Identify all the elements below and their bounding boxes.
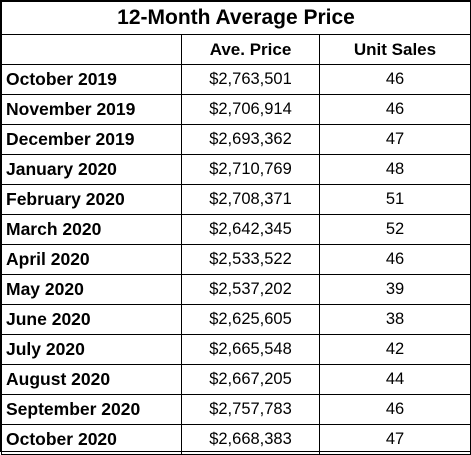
table-row: August 2020 $2,667,205 44 (1, 364, 471, 395)
unit-sales-cell: 47 (319, 124, 471, 155)
table-body: October 2019 $2,763,501 46 November 2019 $2,… (1, 64, 471, 455)
unit-sales-cell: 39 (319, 274, 471, 305)
table-row: February 2020 $2,708,371 51 (1, 184, 471, 215)
table-row: July 2020 $2,665,548 42 (1, 334, 471, 365)
month-cell: January 2020 (1, 154, 182, 185)
month-cell: October 2020 (1, 424, 182, 455)
unit-sales-cell: 46 (319, 94, 471, 125)
ave-price-cell: $2,763,501 (181, 64, 320, 95)
month-cell: November 2019 (1, 94, 182, 125)
table-row: October 2020 $2,668,383 47 (1, 424, 471, 455)
unit-sales-cell: 46 (319, 244, 471, 275)
month-cell: August 2020 (1, 364, 182, 395)
ave-price-cell: $2,533,522 (181, 244, 320, 275)
ave-price-cell: $2,625,605 (181, 304, 320, 335)
unit-sales-cell: 48 (319, 154, 471, 185)
header-unit-sales: Unit Sales (319, 34, 471, 65)
month-cell: March 2020 (1, 214, 182, 245)
ave-price-cell: $2,537,202 (181, 274, 320, 305)
table-row: November 2019 $2,706,914 46 (1, 94, 471, 125)
ave-price-cell: $2,710,769 (181, 154, 320, 185)
table-header-row: Ave. Price Unit Sales (1, 34, 471, 65)
table-title-row: 12-Month Average Price (1, 1, 471, 35)
unit-sales-cell: 47 (319, 424, 471, 455)
table-row: September 2020 $2,757,783 46 (1, 394, 471, 425)
header-month (1, 34, 182, 65)
unit-sales-cell: 51 (319, 184, 471, 215)
header-ave-price: Ave. Price (181, 34, 320, 65)
month-cell: April 2020 (1, 244, 182, 275)
unit-sales-cell: 44 (319, 364, 471, 395)
month-cell: July 2020 (1, 334, 182, 365)
table-title: 12-Month Average Price (1, 1, 471, 35)
table-row: June 2020 $2,625,605 38 (1, 304, 471, 335)
month-cell: February 2020 (1, 184, 182, 215)
ave-price-cell: $2,665,548 (181, 334, 320, 365)
unit-sales-cell: 42 (319, 334, 471, 365)
ave-price-cell: $2,668,383 (181, 424, 320, 455)
month-cell: December 2019 (1, 124, 182, 155)
table-row: December 2019 $2,693,362 47 (1, 124, 471, 155)
table-row: January 2020 $2,710,769 48 (1, 154, 471, 185)
ave-price-cell: $2,757,783 (181, 394, 320, 425)
month-cell: October 2019 (1, 64, 182, 95)
table-row: October 2019 $2,763,501 46 (1, 64, 471, 95)
unit-sales-cell: 46 (319, 64, 471, 95)
table-row: April 2020 $2,533,522 46 (1, 244, 471, 275)
month-cell: September 2020 (1, 394, 182, 425)
ave-price-cell: $2,667,205 (181, 364, 320, 395)
ave-price-cell: $2,642,345 (181, 214, 320, 245)
month-cell: June 2020 (1, 304, 182, 335)
unit-sales-cell: 52 (319, 214, 471, 245)
unit-sales-cell: 46 (319, 394, 471, 425)
ave-price-cell: $2,706,914 (181, 94, 320, 125)
ave-price-cell: $2,708,371 (181, 184, 320, 215)
table-row: March 2020 $2,642,345 52 (1, 214, 471, 245)
table-row: May 2020 $2,537,202 39 (1, 274, 471, 305)
month-cell: May 2020 (1, 274, 182, 305)
unit-sales-cell: 38 (319, 304, 471, 335)
ave-price-cell: $2,693,362 (181, 124, 320, 155)
